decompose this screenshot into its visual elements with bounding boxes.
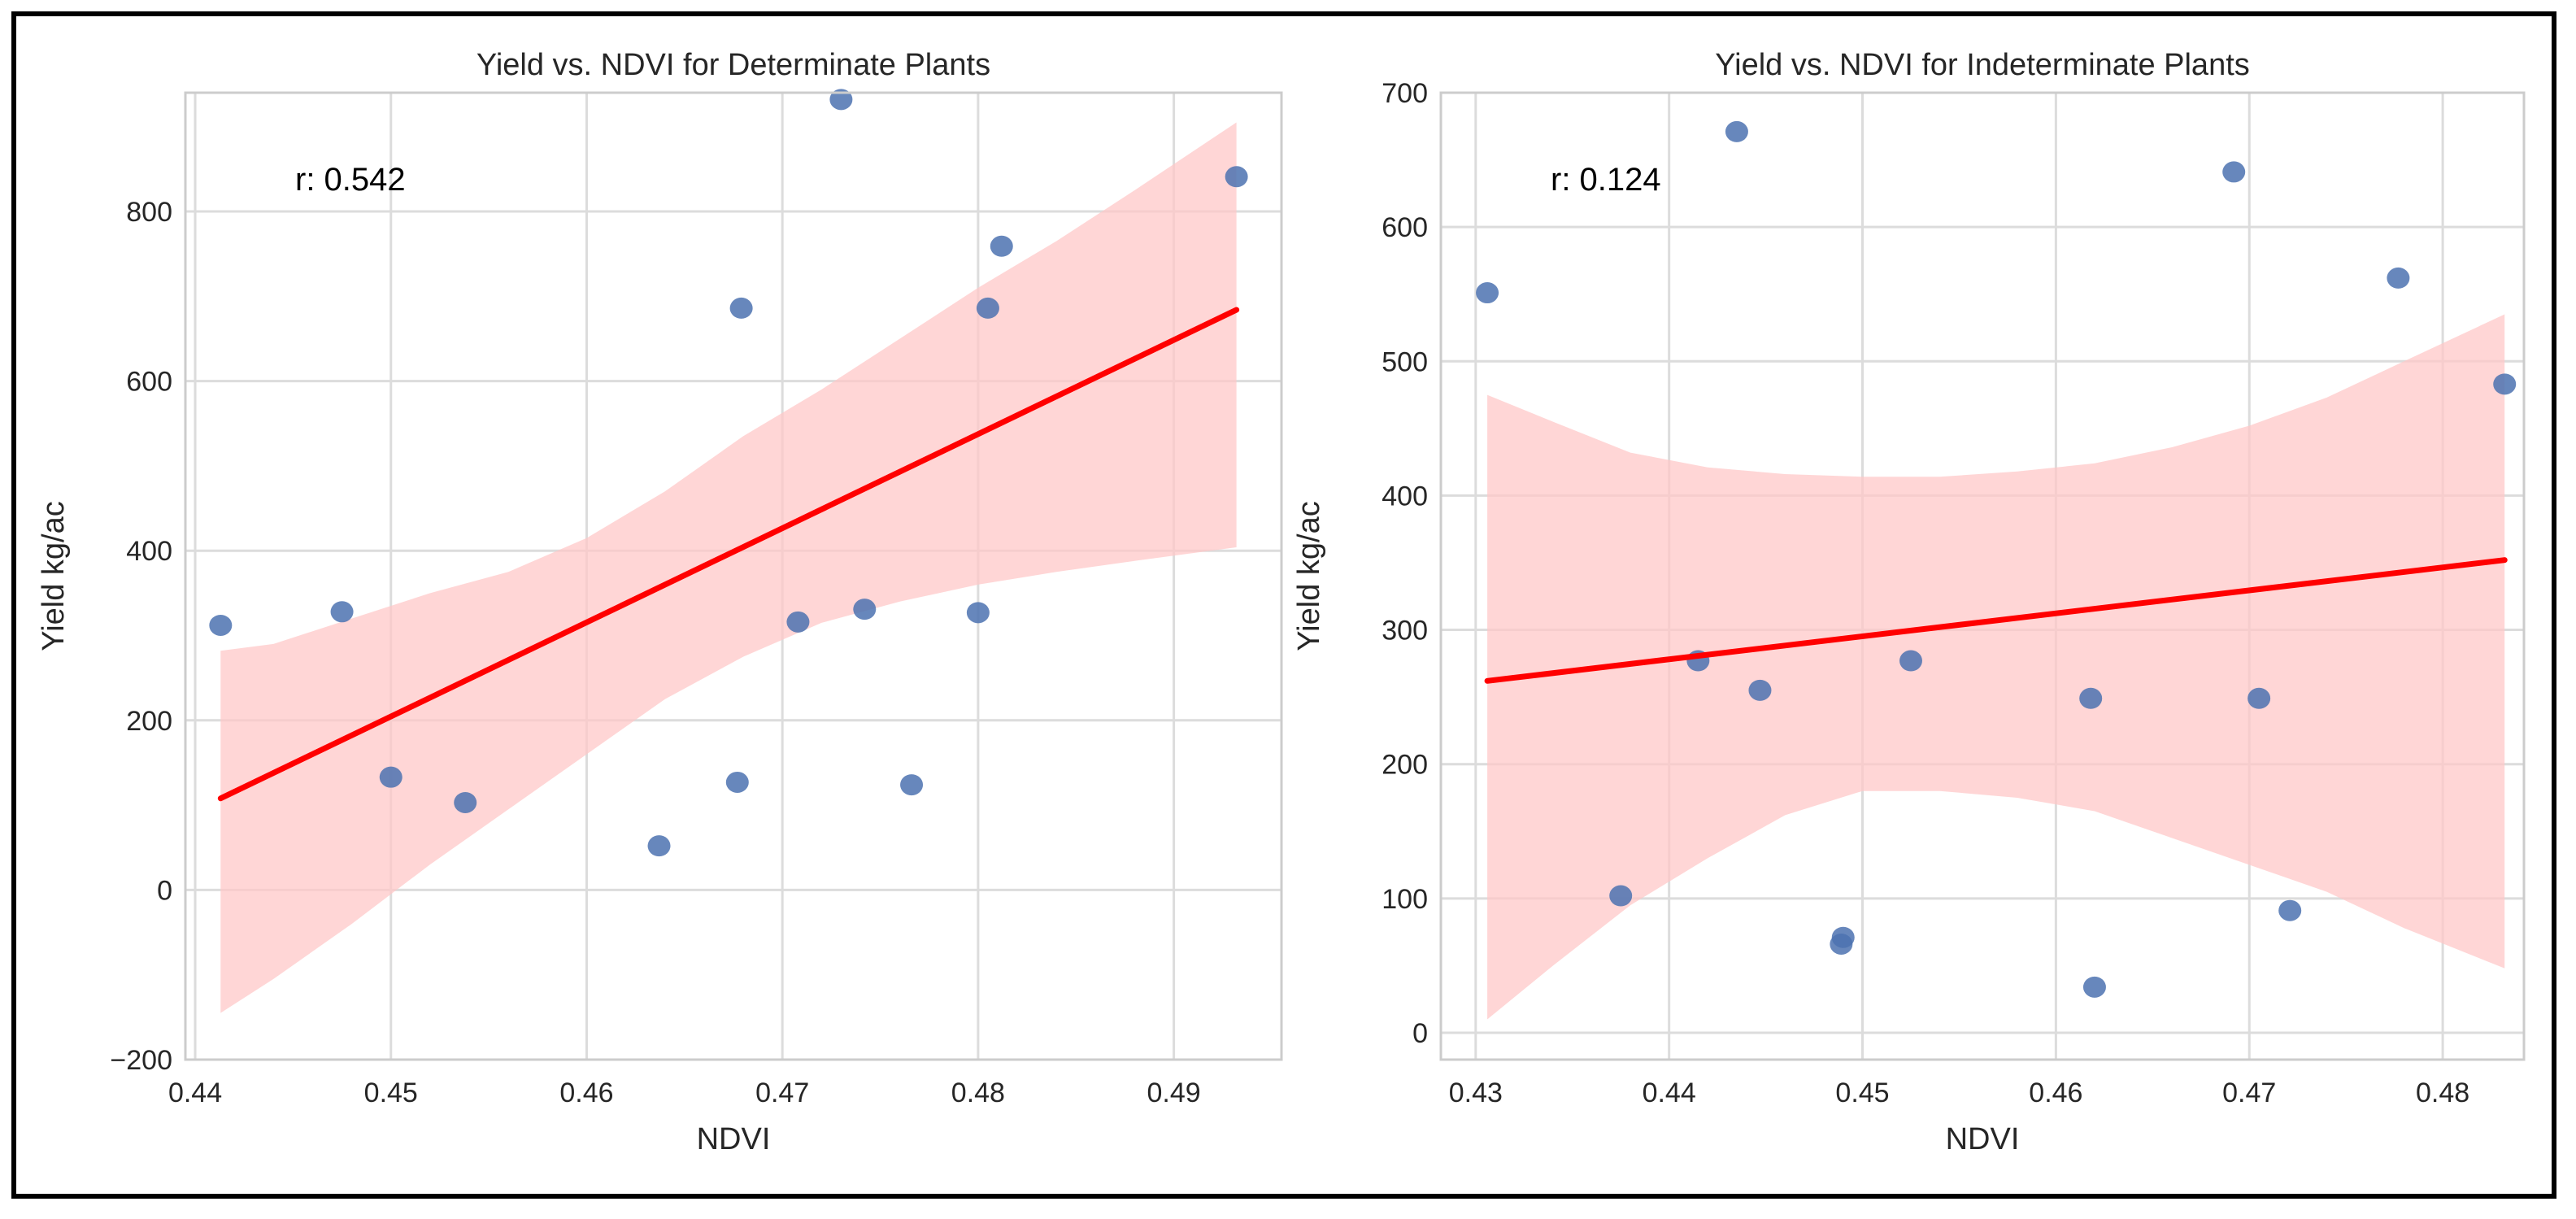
x-tick-label: 0.44 — [168, 1078, 222, 1108]
y-tick-label: 300 — [1382, 616, 1428, 647]
data-point — [1609, 885, 1633, 907]
data-point — [2493, 373, 2517, 395]
data-point — [1476, 282, 1499, 304]
data-point — [1899, 650, 1922, 672]
confidence-band — [1487, 314, 2505, 1020]
data-point — [829, 89, 853, 111]
data-point — [1748, 679, 1772, 701]
x-tick-label: 0.45 — [1835, 1078, 1889, 1108]
data-point — [2222, 161, 2246, 183]
x-tick-label: 0.44 — [1643, 1078, 1696, 1108]
data-point — [976, 297, 999, 319]
regression-line — [217, 307, 1240, 802]
y-tick-label: 0 — [157, 875, 172, 906]
data-point — [379, 766, 402, 788]
x-tick-label: 0.47 — [2222, 1078, 2276, 1108]
y-axis-label: Yield kg/ac — [37, 501, 71, 651]
figure-frame: Yield vs. NDVI for Determinate Plants ND… — [11, 11, 2556, 1199]
data-point — [966, 602, 990, 624]
data-point — [2082, 976, 2106, 998]
plot-frame — [184, 91, 1283, 1061]
y-tick-label: 400 — [1382, 481, 1428, 512]
y-tick-label: 600 — [1382, 212, 1428, 243]
chart-title: Yield vs. NDVI for Indeterminate Plants — [1715, 48, 2250, 82]
x-tick-label: 0.46 — [559, 1078, 613, 1108]
data-point — [647, 835, 671, 857]
y-tick-label: 200 — [1382, 750, 1428, 781]
y-tick-label: −200 — [110, 1045, 172, 1076]
data-point — [1225, 166, 1248, 188]
data-point — [990, 235, 1013, 257]
data-point — [2278, 899, 2302, 921]
y-tick-label: 700 — [1382, 78, 1428, 109]
y-tick-label: 100 — [1382, 884, 1428, 915]
y-tick-label: 600 — [126, 367, 172, 398]
correlation-annotation: r: 0.124 — [1551, 162, 1661, 198]
plot-area — [1439, 91, 2526, 1061]
y-tick-label: 400 — [126, 536, 172, 567]
data-point — [725, 771, 749, 793]
plot-area — [184, 89, 1283, 1061]
x-tick-label: 0.46 — [2029, 1078, 2082, 1108]
determinate-chart: Yield vs. NDVI for Determinate Plants ND… — [37, 48, 1283, 1156]
y-tick-label: 500 — [1382, 346, 1428, 377]
correlation-annotation: r: 0.542 — [295, 162, 406, 198]
x-axis-label: NDVI — [697, 1122, 771, 1156]
data-point — [853, 599, 877, 620]
chart-title: Yield vs. NDVI for Determinate Plants — [476, 48, 990, 82]
plot-frame — [1439, 91, 2526, 1061]
data-point — [2079, 687, 2103, 709]
y-tick-label: 800 — [126, 197, 172, 228]
confidence-band — [220, 122, 1237, 1013]
data-point — [2247, 687, 2271, 709]
y-tick-label: 0 — [1412, 1018, 1428, 1049]
y-tick-label: 200 — [126, 706, 172, 737]
data-point — [900, 774, 924, 796]
x-tick-label: 0.45 — [364, 1078, 418, 1108]
data-point — [454, 791, 477, 813]
x-tick-label: 0.48 — [951, 1078, 1005, 1108]
chart-canvas: Yield vs. NDVI for Determinate Plants ND… — [37, 48, 2526, 1156]
data-point — [1831, 926, 1855, 948]
x-tick-label: 0.47 — [755, 1078, 809, 1108]
data-point — [786, 611, 810, 633]
data-point — [330, 601, 354, 623]
data-point — [2387, 267, 2410, 289]
y-axis-label: Yield kg/ac — [1292, 501, 1326, 651]
data-point — [209, 614, 233, 636]
indeterminate-chart: Yield vs. NDVI for Indeterminate Plants … — [1292, 48, 2526, 1156]
data-point — [729, 297, 753, 319]
x-tick-label: 0.48 — [2416, 1078, 2469, 1108]
x-tick-label: 0.49 — [1147, 1078, 1201, 1108]
data-point — [1725, 120, 1748, 142]
regression-line — [1484, 557, 2508, 684]
x-axis-label: NDVI — [1946, 1122, 2020, 1156]
x-tick-label: 0.43 — [1449, 1078, 1503, 1108]
